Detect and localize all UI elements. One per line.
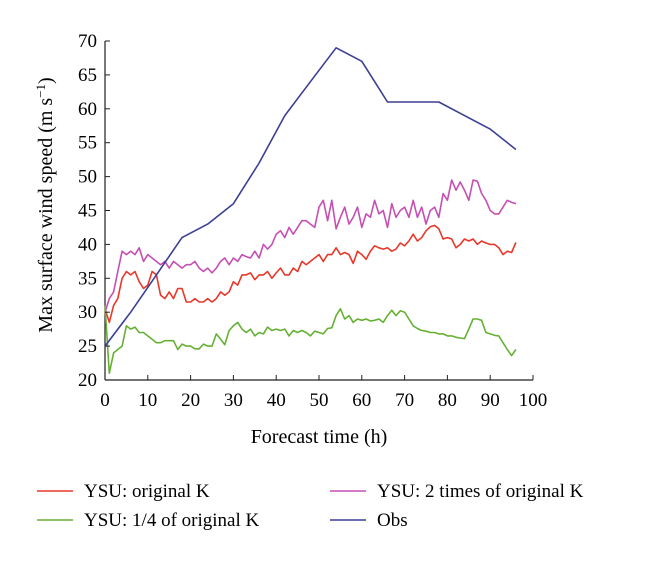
y-tick-label: 40 [78, 234, 97, 255]
x-tick-label: 80 [438, 390, 457, 411]
y-tick-label: 60 [78, 99, 97, 120]
y-tick-label: 35 [78, 268, 97, 289]
series-line-3 [104, 305, 517, 375]
y-tick-label: 25 [78, 336, 97, 357]
y-tick-label: 55 [78, 133, 97, 154]
legend-label-2: YSU: 2 times of original K [377, 481, 584, 502]
y-axis-title-superscript: −1 [33, 84, 48, 98]
y-tick-label: 45 [78, 201, 97, 222]
legend-label-4: Obs [377, 510, 408, 531]
x-tick-label: 50 [310, 390, 329, 411]
x-tick-label: 100 [519, 390, 548, 411]
series-line-1 [104, 224, 517, 324]
x-tick-label: 40 [267, 390, 286, 411]
x-axis-ticks: 0 10 20 30 40 50 60 70 80 90 100 [100, 375, 547, 411]
x-tick-label: 0 [100, 390, 110, 411]
y-axis-ticks: 20 25 30 35 40 45 50 55 60 65 70 [78, 31, 110, 391]
series-line-2 [104, 179, 517, 313]
y-axis-title: Max surface wind speed (m s−1) [33, 77, 58, 332]
x-tick-label: 90 [481, 390, 500, 411]
x-tick-label: 20 [181, 390, 200, 411]
x-axis-title: Forecast time (h) [251, 426, 388, 448]
y-tick-label: 65 [78, 65, 97, 86]
y-tick-label: 20 [78, 370, 97, 391]
legend-label-1: YSU: original K [84, 481, 210, 502]
series-lines [104, 46, 517, 375]
x-tick-label: 10 [138, 390, 157, 411]
y-axis-title-main: Max surface wind speed (m s [35, 98, 57, 333]
x-tick-label: 60 [352, 390, 371, 411]
y-tick-label: 50 [78, 167, 97, 188]
x-tick-label: 30 [224, 390, 243, 411]
series-line-4 [104, 46, 517, 347]
x-tick-label: 70 [395, 390, 414, 411]
y-tick-label: 30 [78, 302, 97, 323]
y-axis-title-close: ) [35, 77, 57, 84]
legend: YSU: original K YSU: 2 times of original … [37, 481, 584, 531]
y-tick-label: 70 [78, 31, 97, 52]
legend-label-3: YSU: 1/4 of original K [84, 510, 259, 531]
